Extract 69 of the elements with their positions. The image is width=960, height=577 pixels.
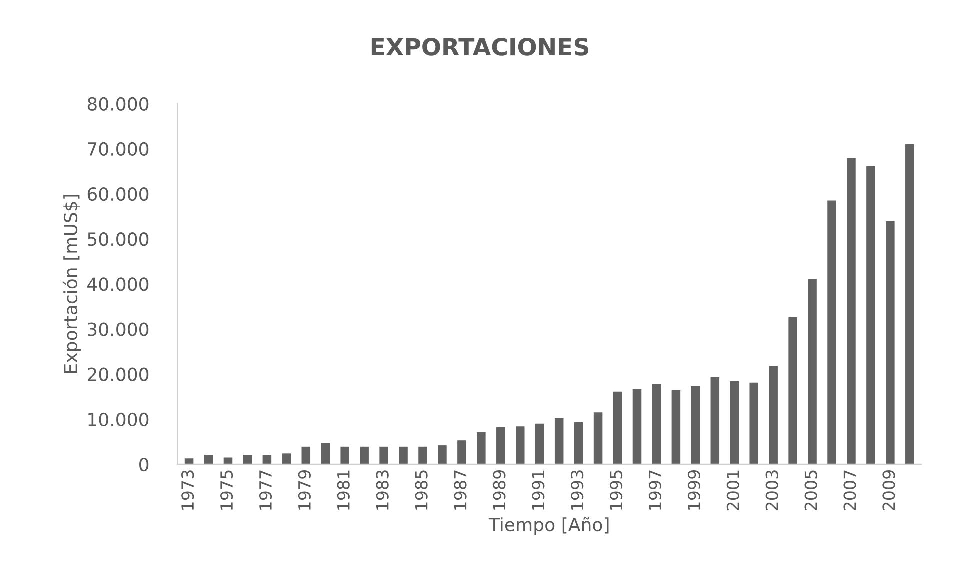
- y-tick-label: 20.000: [88, 368, 149, 382]
- y-tick-label: 30.000: [88, 322, 149, 336]
- x-tick-label: 1983: [376, 470, 389, 510]
- bar: [380, 446, 388, 464]
- bar: [360, 446, 369, 464]
- bar: [730, 382, 740, 464]
- bar: [418, 446, 428, 464]
- bar: [632, 389, 642, 464]
- bar: [496, 428, 506, 464]
- bar: [594, 412, 603, 464]
- bar: [243, 455, 252, 464]
- y-tick-label: 50.000: [88, 232, 149, 246]
- x-tick-label: 1995: [610, 470, 623, 510]
- bar: [477, 432, 486, 464]
- x-tick-label: 1979: [298, 470, 311, 510]
- bar: [321, 443, 330, 464]
- bar: [828, 200, 836, 464]
- x-tick-label: 1999: [688, 470, 701, 510]
- y-tick-label: 0: [140, 458, 149, 472]
- x-tick-label: 2007: [844, 470, 856, 511]
- x-tick-label: 1997: [648, 470, 662, 510]
- x-tick-label: 1987: [454, 470, 467, 510]
- y-tick-label: 40.000: [88, 278, 149, 292]
- bar: [886, 222, 895, 464]
- bar: [652, 384, 662, 464]
- x-tick-label: 1975: [220, 470, 234, 510]
- x-tick-label: 1977: [259, 470, 272, 510]
- bar: [613, 392, 622, 464]
- y-axis-title: Exportación [mUS$]: [62, 195, 82, 373]
- bar: [184, 458, 194, 464]
- x-tick-label: 2001: [726, 470, 740, 511]
- bar: [516, 426, 525, 464]
- bar: [554, 418, 564, 464]
- y-tick-label: 10.000: [88, 412, 149, 427]
- y-tick-label: 60.000: [88, 187, 149, 202]
- bar: [302, 446, 311, 464]
- x-tick-label: 2005: [804, 470, 818, 511]
- bar: [282, 454, 292, 464]
- x-tick-label: 1989: [493, 470, 506, 510]
- bar: [710, 377, 720, 464]
- bar: [866, 166, 876, 464]
- x-tick-label: 1993: [571, 470, 584, 510]
- bar: [204, 455, 214, 464]
- y-tick-label: 80.000: [88, 97, 149, 111]
- y-tick-label: 70.000: [88, 142, 149, 156]
- bar: [399, 446, 408, 464]
- bar: [672, 390, 681, 464]
- bar: [458, 440, 466, 464]
- bar: [750, 382, 758, 464]
- bar: [535, 424, 544, 464]
- bar: [438, 446, 447, 464]
- chart-title: EXPORTACIONES: [372, 38, 588, 56]
- bar: [262, 455, 272, 464]
- x-tick-label: 1981: [337, 470, 350, 510]
- bar: [847, 158, 856, 464]
- bar: [691, 386, 700, 464]
- bar: [808, 279, 817, 464]
- bar: [769, 366, 778, 464]
- bar: [788, 318, 798, 464]
- bar: [340, 446, 350, 464]
- bar: [574, 422, 584, 464]
- bar: [224, 458, 233, 464]
- x-tick-label: 1991: [532, 470, 545, 510]
- x-tick-label: 1985: [415, 470, 428, 510]
- x-tick-label: 2003: [766, 470, 778, 511]
- bar: [906, 144, 914, 464]
- x-tick-label: 1973: [182, 470, 194, 510]
- x-tick-label: 2009: [882, 470, 896, 511]
- x-axis-title: Tiempo [Año]: [488, 517, 609, 536]
